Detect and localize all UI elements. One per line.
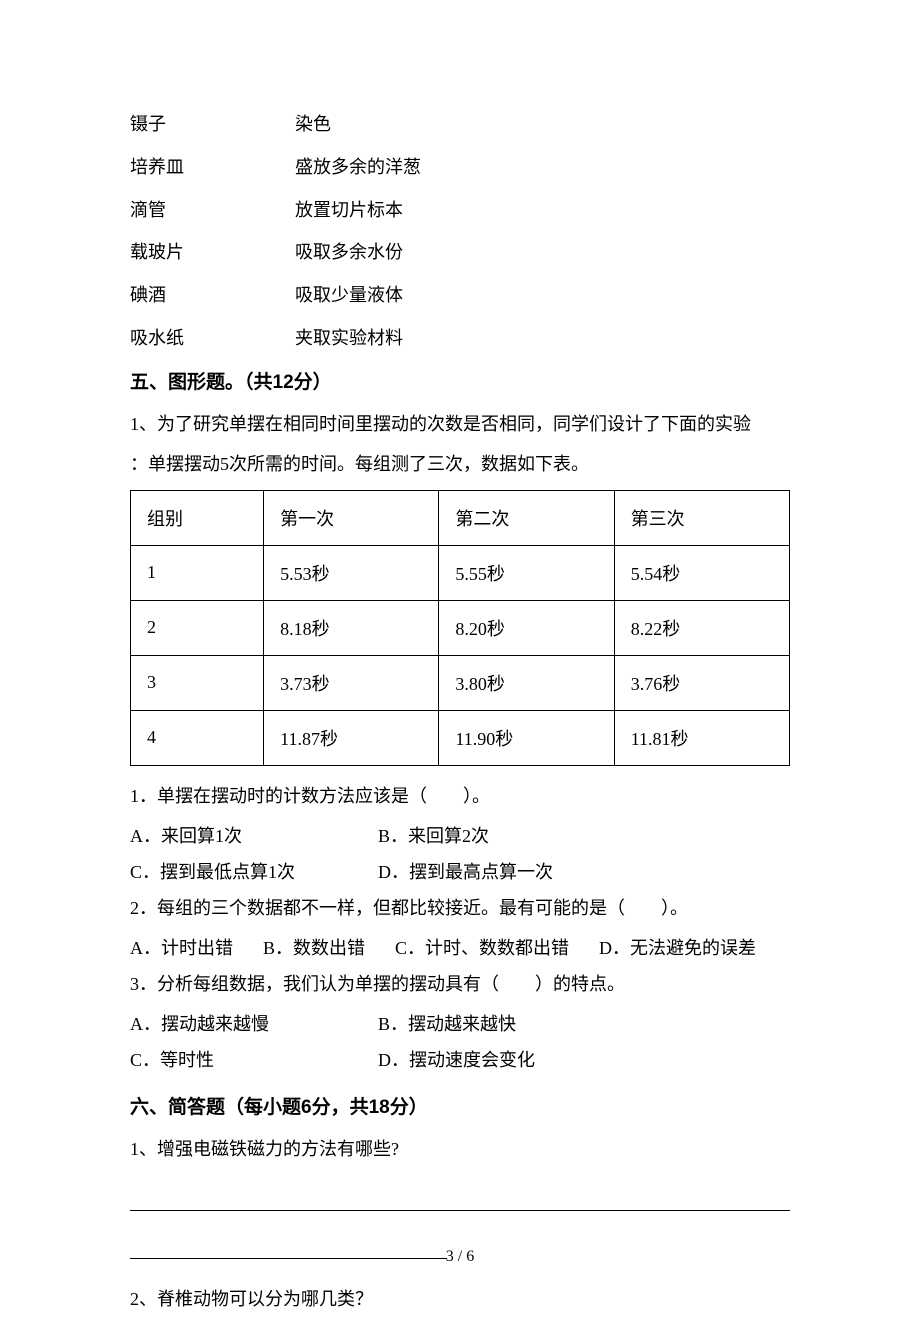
table-cell: 1 [131,545,264,600]
table-row: 3 3.73秒 3.80秒 3.76秒 [131,655,790,710]
match-row: 培养皿 盛放多余的洋葱 [130,153,790,182]
table-row: 4 11.87秒 11.90秒 11.81秒 [131,710,790,765]
match-right: 吸取少量液体 [295,281,790,310]
option-c: C．计时、数数都出错 [395,930,569,966]
match-left: 滴管 [130,196,295,225]
option-c: C．摆到最低点算1次 [130,854,378,890]
option-row: C．等时性 D．摆动速度会变化 [130,1042,790,1078]
table-cell: 8.18秒 [264,600,439,655]
table-header-row: 组别 第一次 第二次 第三次 [131,490,790,545]
table-cell: 4 [131,710,264,765]
option-b: B．来回算2次 [378,818,790,854]
match-row: 吸水纸 夹取实验材料 [130,324,790,353]
section6-q1: 1、增强电磁铁磁力的方法有哪些? [130,1131,790,1167]
match-row: 载玻片 吸取多余水份 [130,238,790,267]
match-right: 吸取多余水份 [295,238,790,267]
blank-line [130,1185,790,1211]
option-d: D．无法避免的误差 [599,930,756,966]
q1-intro-line2: ：单摆摆动5次所需的时间。每组测了三次，数据如下表。 [130,446,790,482]
table-cell: 3.73秒 [264,655,439,710]
match-right: 夹取实验材料 [295,324,790,353]
option-row: A．来回算1次 B．来回算2次 [130,818,790,854]
table-row: 1 5.53秒 5.55秒 5.54秒 [131,545,790,600]
match-right: 染色 [295,110,790,139]
table-cell: 2 [131,600,264,655]
match-left: 载玻片 [130,238,295,267]
option-a: A．来回算1次 [130,818,378,854]
table-header-cell: 第二次 [439,490,614,545]
table-cell: 11.81秒 [614,710,789,765]
table-cell: 3 [131,655,264,710]
table-cell: 3.76秒 [614,655,789,710]
table-cell: 3.80秒 [439,655,614,710]
option-a: A．摆动越来越慢 [130,1006,378,1042]
table-cell: 8.22秒 [614,600,789,655]
exam-page: 镊子 染色 培养皿 盛放多余的洋葱 滴管 放置切片标本 载玻片 吸取多余水份 碘… [0,0,920,1302]
option-row-four: A．计时出错 B．数数出错 C．计时、数数都出错 D．无法避免的误差 [130,930,790,966]
table-cell: 11.87秒 [264,710,439,765]
section5-heading: 五、图形题。（共12分） [130,367,790,394]
sub-question-2-stem: 2．每组的三个数据都不一样，但都比较接近。最有可能的是（ ）。 [130,890,790,926]
match-row: 碘酒 吸取少量液体 [130,281,790,310]
match-left: 碘酒 [130,281,295,310]
option-d: D．摆到最高点算一次 [378,854,790,890]
match-row: 镊子 染色 [130,110,790,139]
option-row: C．摆到最低点算1次 D．摆到最高点算一次 [130,854,790,890]
table-header-cell: 组别 [131,490,264,545]
option-b: B．数数出错 [263,930,365,966]
table-cell: 8.20秒 [439,600,614,655]
option-row: A．摆动越来越慢 B．摆动越来越快 [130,1006,790,1042]
pendulum-data-table: 组别 第一次 第二次 第三次 1 5.53秒 5.55秒 5.54秒 2 8.1… [130,490,790,766]
table-cell: 11.90秒 [439,710,614,765]
table-cell: 5.55秒 [439,545,614,600]
table-cell: 5.54秒 [614,545,789,600]
option-b: B．摆动越来越快 [378,1006,790,1042]
option-c: C．等时性 [130,1042,378,1078]
page-number: 3 / 6 [0,1248,920,1266]
sub-question-3-stem: 3．分析每组数据，我们认为单摆的摆动具有（ ）的特点。 [130,966,790,1002]
match-left: 培养皿 [130,153,295,182]
match-right: 盛放多余的洋葱 [295,153,790,182]
match-right: 放置切片标本 [295,196,790,225]
match-row: 滴管 放置切片标本 [130,196,790,225]
option-a: A．计时出错 [130,930,233,966]
option-d: D．摆动速度会变化 [378,1042,790,1078]
table-header-cell: 第一次 [264,490,439,545]
sub-question-1-stem: 1．单摆在摆动时的计数方法应该是（ ）。 [130,778,790,814]
section6-heading: 六、简答题（每小题6分，共18分） [130,1092,790,1119]
table-row: 2 8.18秒 8.20秒 8.22秒 [131,600,790,655]
match-left: 镊子 [130,110,295,139]
matching-section: 镊子 染色 培养皿 盛放多余的洋葱 滴管 放置切片标本 载玻片 吸取多余水份 碘… [130,110,790,353]
match-left: 吸水纸 [130,324,295,353]
section6-q2: 2、脊椎动物可以分为哪几类？ [130,1281,790,1317]
table-cell: 5.53秒 [264,545,439,600]
q1-intro-line1: 1、为了研究单摆在相同时间里摆动的次数是否相同，同学们设计了下面的实验 [130,406,790,442]
table-header-cell: 第三次 [614,490,789,545]
